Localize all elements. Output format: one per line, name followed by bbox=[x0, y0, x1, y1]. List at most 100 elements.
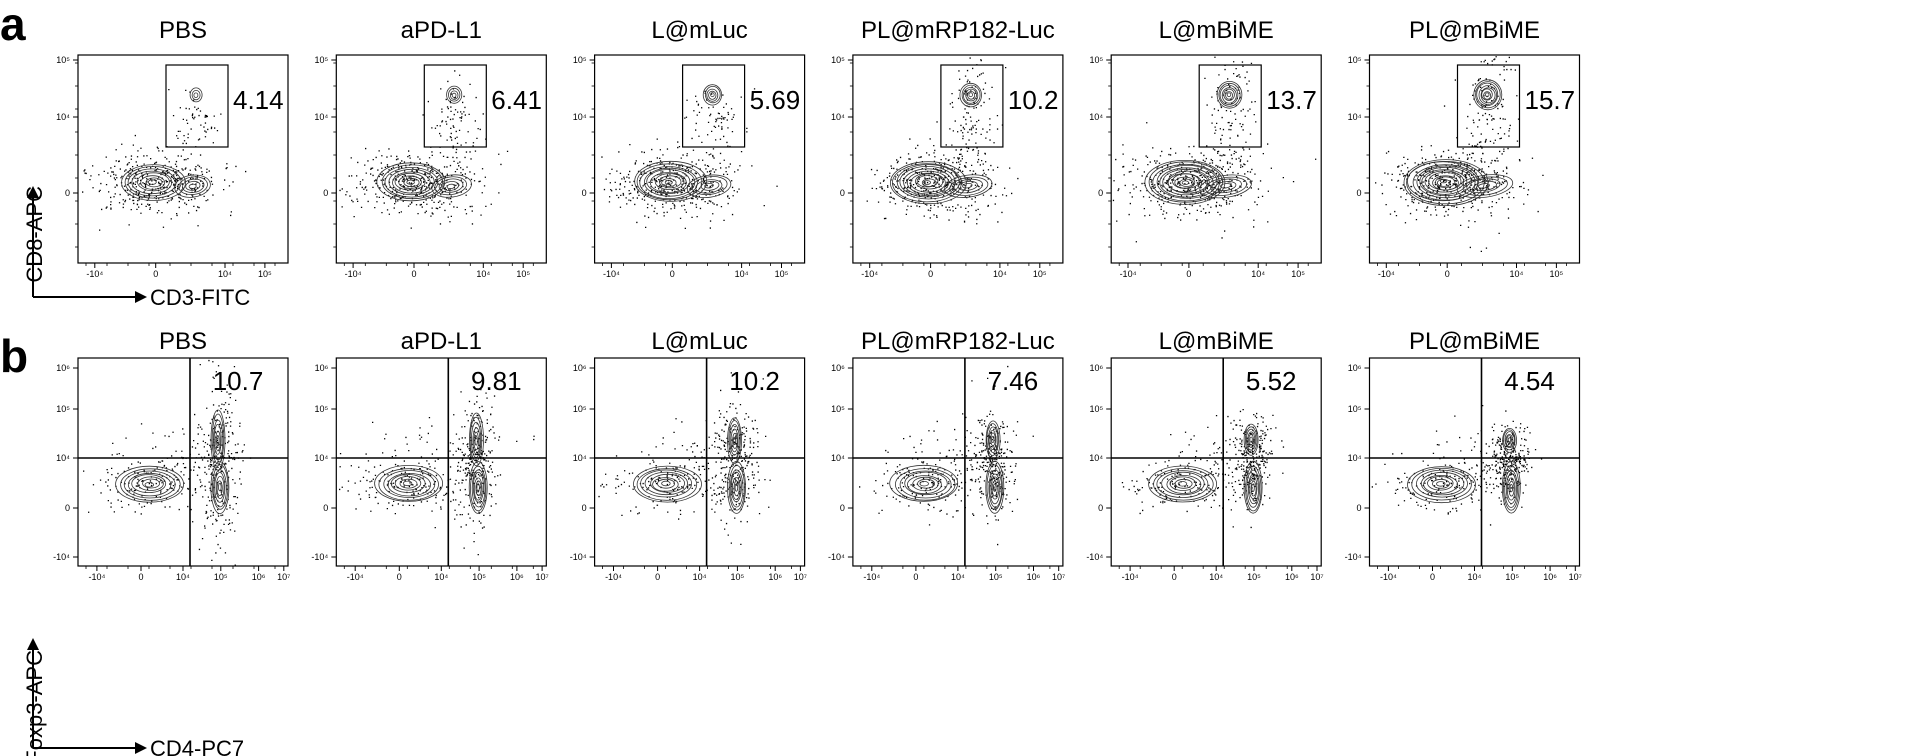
plot-title: PL@mBiME bbox=[1409, 328, 1540, 355]
y-tick-label: 10⁵ bbox=[1348, 404, 1362, 414]
contour-line bbox=[174, 174, 211, 198]
contour-line bbox=[399, 478, 418, 489]
contour-line bbox=[633, 465, 702, 503]
plot-b-6: PL@mBiME -10⁴ 0 10⁴ 10⁵ 10⁶ -10⁴ 0 10⁴ 10⁵ 10⁶ 10⁷ 4… bbox=[1345, 328, 1582, 582]
x-tick-label: 10⁴ bbox=[1251, 269, 1265, 279]
contour-line bbox=[1221, 87, 1237, 104]
contour-line bbox=[993, 483, 997, 492]
contour-line bbox=[962, 182, 973, 189]
contour-line bbox=[1481, 88, 1493, 101]
contour-line bbox=[639, 166, 698, 200]
x-tick-label: 10⁷ bbox=[794, 572, 807, 582]
y-tick-label: 10⁴ bbox=[1089, 453, 1103, 463]
plot-a-6: PL@mBiME 0 10⁴ 10⁵ -10⁴ 0 10⁴ 10⁵ 15.7 bbox=[1348, 17, 1581, 279]
x-tick-label: 10⁵ bbox=[258, 269, 272, 279]
contour-line bbox=[1226, 92, 1232, 98]
contour-line bbox=[142, 478, 161, 489]
contour-line bbox=[944, 174, 993, 198]
contour-line bbox=[1225, 91, 1233, 100]
contour-line bbox=[1475, 81, 1501, 109]
contour-line bbox=[1159, 167, 1214, 198]
contour-line bbox=[634, 160, 708, 202]
plot-a-5: L@mBiME 0 10⁴ 10⁵ -10⁴ 0 10⁴ 10⁵ 13.7 bbox=[1089, 17, 1322, 279]
contour-line bbox=[1432, 478, 1450, 489]
y-tick-label: 10⁵ bbox=[573, 55, 587, 65]
x-tick-label: 10⁵ bbox=[731, 572, 745, 582]
contour-line bbox=[959, 82, 982, 108]
contour-line bbox=[468, 461, 488, 514]
contour-line bbox=[733, 480, 740, 497]
x-tick-label: -10⁴ bbox=[1380, 572, 1397, 582]
y-tick-label: 10⁶ bbox=[315, 363, 329, 373]
y-axis-label: Foxp3-APC bbox=[22, 650, 47, 756]
x-tick-label: 10⁷ bbox=[535, 572, 548, 582]
y-tick-label: 0 bbox=[323, 188, 328, 198]
contour-line bbox=[218, 482, 222, 492]
contour-line bbox=[990, 432, 996, 447]
contour-line bbox=[120, 468, 181, 501]
contour-line bbox=[472, 471, 484, 503]
contour-line bbox=[1152, 163, 1220, 202]
event-dots bbox=[866, 138, 1019, 225]
contour-line bbox=[1248, 475, 1258, 499]
plot-title: L@mBiME bbox=[1159, 328, 1274, 355]
contour-line bbox=[910, 172, 946, 193]
contour-line bbox=[659, 175, 682, 189]
contour-line bbox=[921, 178, 937, 187]
contour-line bbox=[1248, 433, 1254, 446]
contour-line bbox=[1466, 178, 1501, 194]
x-tick-label: -10⁴ bbox=[863, 572, 880, 582]
contour-line bbox=[145, 177, 163, 188]
y-tick-label: 10⁴ bbox=[1089, 112, 1103, 122]
event-dots bbox=[422, 70, 500, 178]
plot-title: PBS bbox=[159, 328, 207, 355]
y-tick-label: 10⁵ bbox=[831, 55, 845, 65]
contour-line bbox=[402, 480, 413, 487]
x-tick-label: 10⁵ bbox=[775, 269, 789, 279]
x-tick-label: 10⁴ bbox=[951, 572, 965, 582]
y-tick-label: 10⁵ bbox=[56, 55, 70, 65]
contour-line bbox=[1478, 85, 1498, 105]
contour-line bbox=[1148, 465, 1217, 503]
x-tick-label: 10⁴ bbox=[176, 572, 190, 582]
y-tick-label: 10⁶ bbox=[1089, 363, 1103, 373]
x-tick-label: -10⁴ bbox=[603, 269, 620, 279]
contour-line bbox=[1219, 85, 1239, 106]
x-tick-label: -10⁴ bbox=[88, 572, 105, 582]
contour-line bbox=[640, 469, 692, 498]
y-tick-label: 10⁶ bbox=[831, 363, 845, 373]
gate-rectangle bbox=[940, 64, 1004, 148]
event-dots bbox=[684, 88, 756, 168]
event-dots bbox=[82, 134, 247, 231]
y-tick-label: -10⁴ bbox=[570, 552, 587, 562]
contour-line bbox=[915, 173, 944, 190]
gate-rectangle bbox=[681, 64, 746, 148]
x-tick-label: 10⁶ bbox=[1543, 572, 1557, 582]
contour-line bbox=[991, 435, 995, 443]
x-tick-label: -10⁴ bbox=[1378, 269, 1395, 279]
x-tick-label: 10⁶ bbox=[768, 572, 782, 582]
contour-line bbox=[986, 423, 999, 457]
x-tick-label: 10⁴ bbox=[993, 269, 1007, 279]
contour-line bbox=[1504, 469, 1518, 508]
y-tick-label: 0 bbox=[1098, 503, 1103, 513]
contour-line bbox=[406, 179, 415, 185]
plot-frame bbox=[593, 54, 806, 264]
plot-frame bbox=[852, 54, 1064, 264]
event-dots bbox=[1170, 410, 1285, 499]
contour-line bbox=[701, 180, 720, 191]
x-arrowhead bbox=[135, 742, 147, 754]
contour-line bbox=[957, 180, 978, 191]
y-tick-label: -10⁴ bbox=[828, 552, 845, 562]
x-tick-label: 0 bbox=[670, 269, 675, 279]
contour-line bbox=[728, 465, 745, 511]
plot-title: PL@mRP182-Luc bbox=[861, 328, 1055, 355]
y-tick-label: 0 bbox=[582, 503, 587, 513]
plot-frame bbox=[335, 54, 547, 264]
gate-value: 10.7 bbox=[213, 366, 264, 396]
x-tick-label: 10⁷ bbox=[1569, 572, 1582, 582]
contour-line bbox=[1509, 483, 1513, 493]
y-arrowhead bbox=[27, 186, 39, 198]
contour-line bbox=[1156, 164, 1218, 199]
contour-line bbox=[961, 84, 981, 106]
